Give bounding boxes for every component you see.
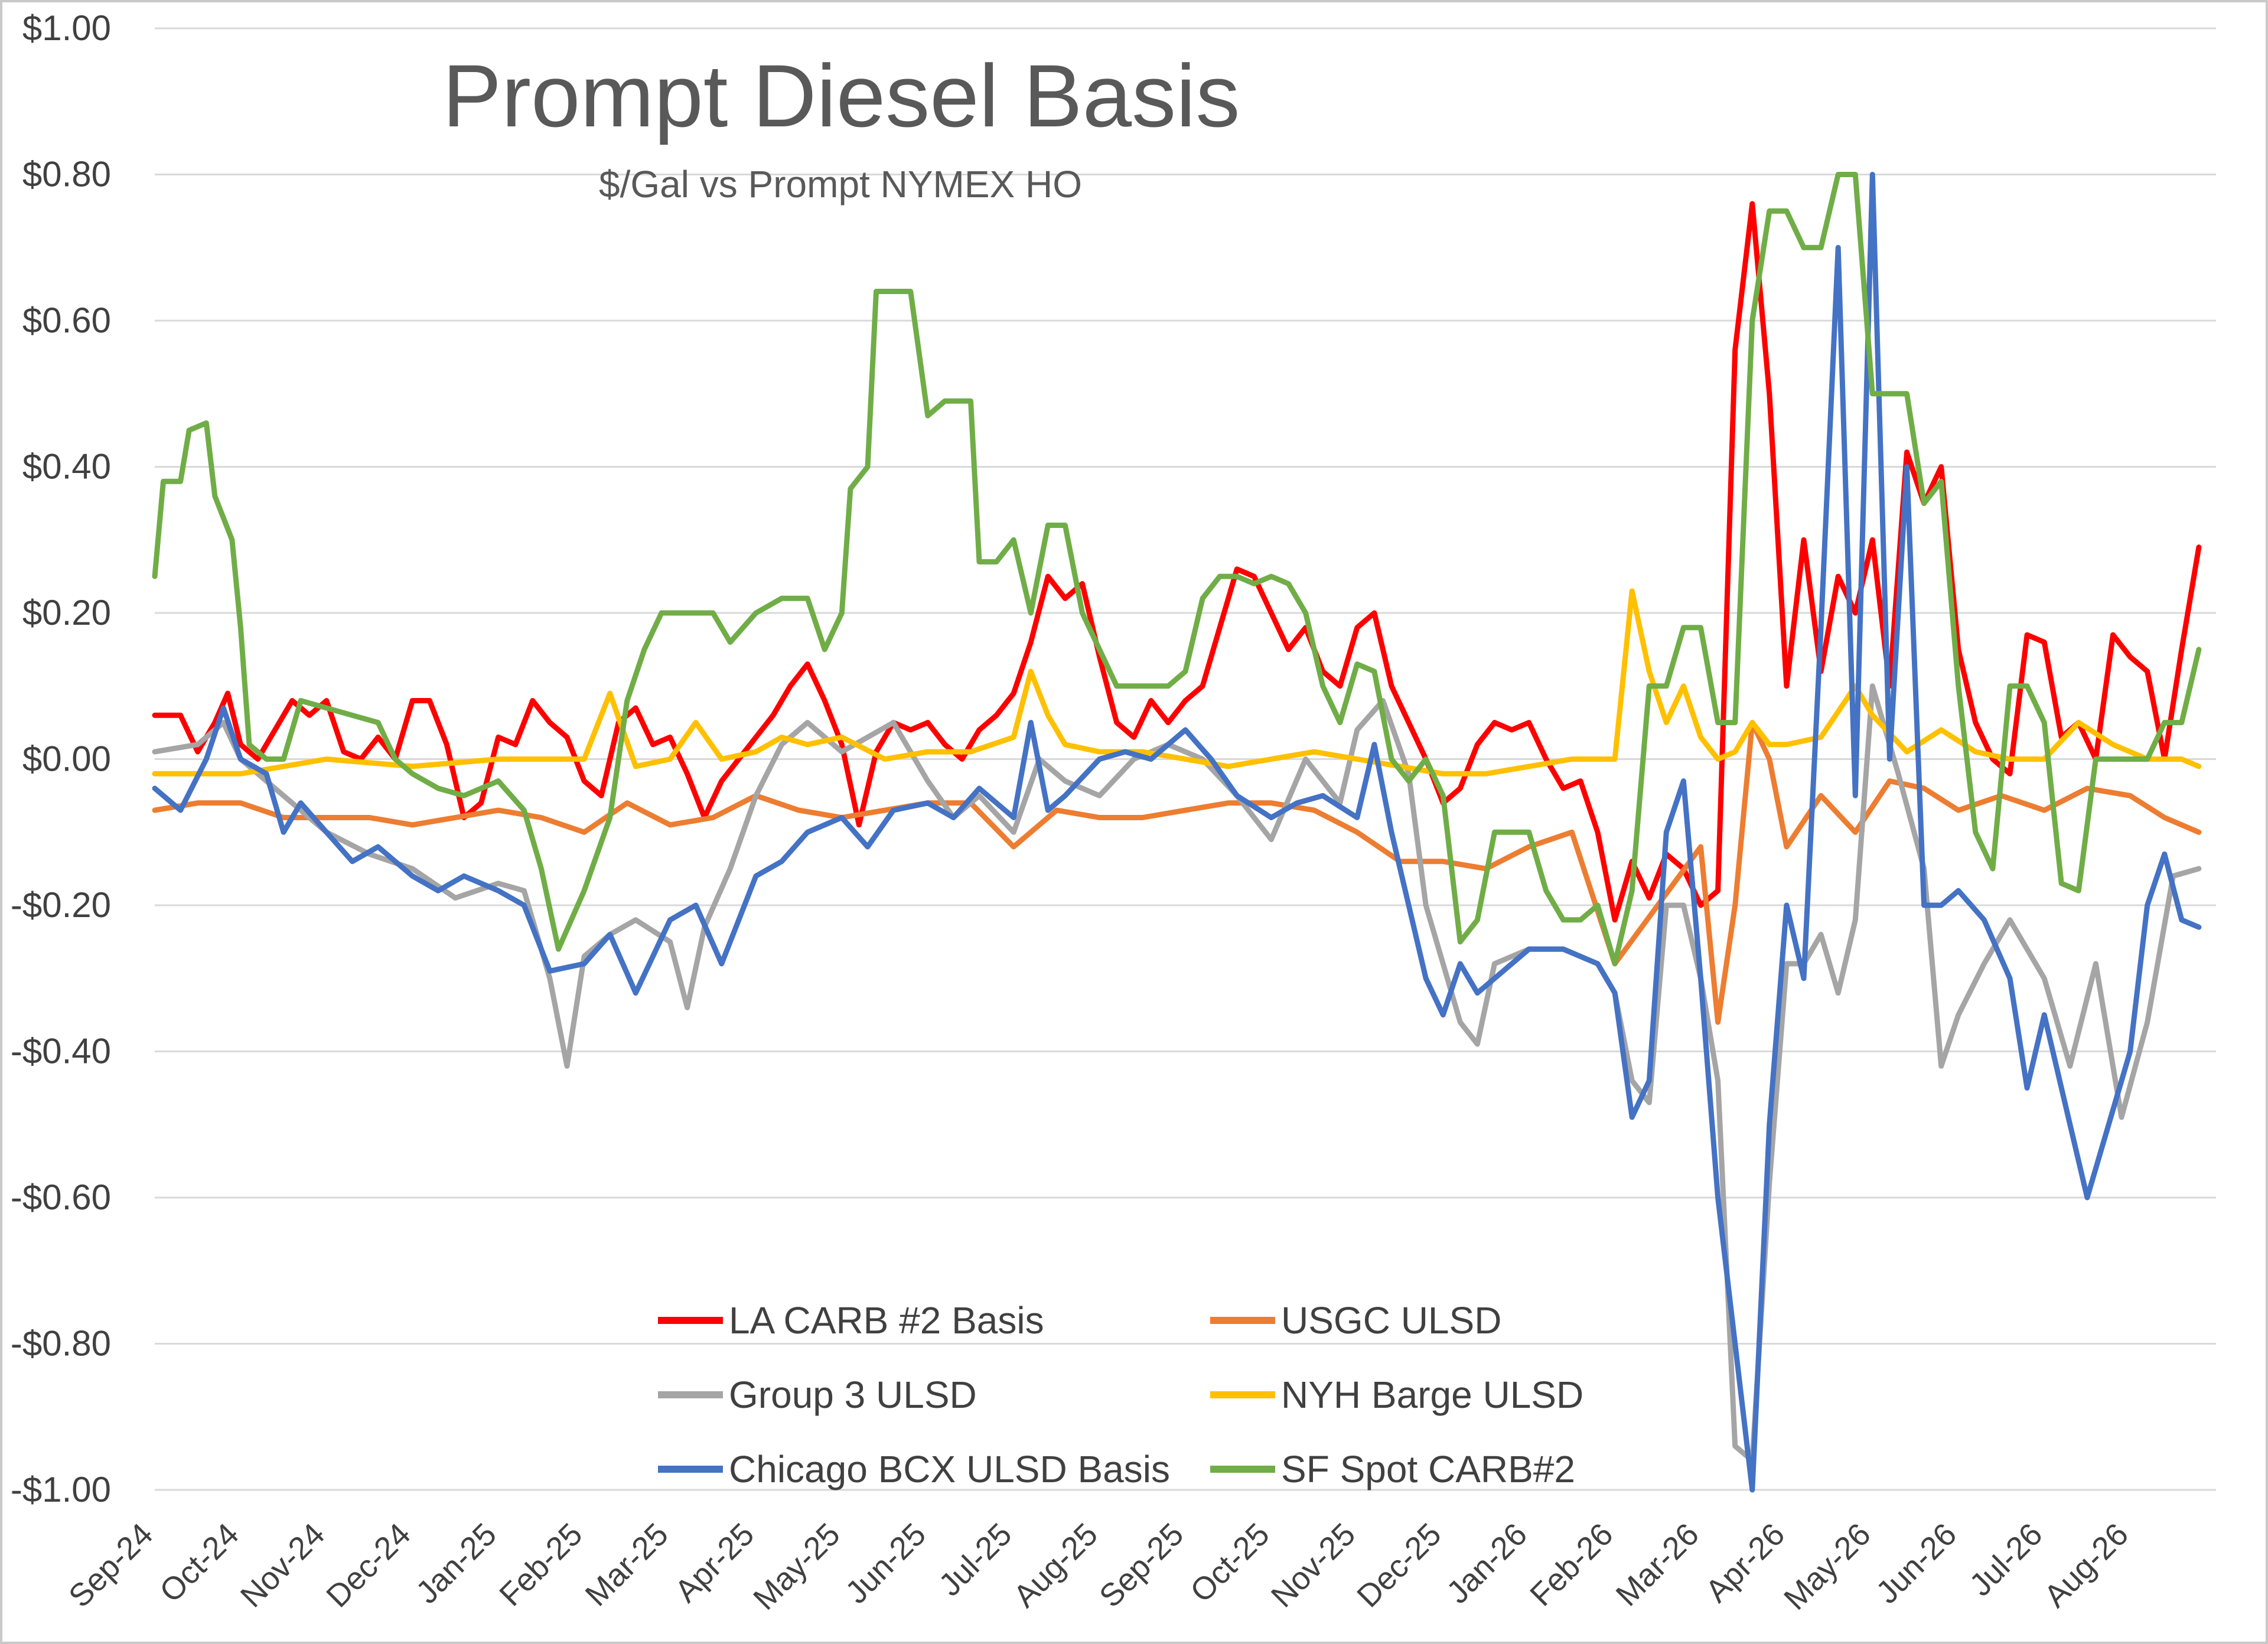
y-tick-label: $0.40: [22, 447, 111, 487]
y-tick-label: -$0.80: [11, 1324, 111, 1364]
x-tick-label: Aug-26: [2038, 1516, 2136, 1614]
series-line-2: [152, 683, 2202, 1463]
x-tick-label: May-25: [747, 1516, 847, 1617]
y-tick-label: $0.20: [22, 593, 111, 632]
y-tick-label: -$0.60: [11, 1177, 111, 1217]
x-tick-label: Mar-25: [579, 1516, 675, 1613]
legend-label: Group 3 ULSD: [729, 1374, 977, 1416]
x-tick-label: Oct-25: [1184, 1516, 1276, 1609]
x-tick-label: Nov-24: [234, 1516, 332, 1614]
legend-label: LA CARB #2 Basis: [729, 1299, 1044, 1342]
y-tick-label: $1.00: [22, 8, 111, 48]
legend-label: USGC ULSD: [1281, 1299, 1501, 1342]
x-tick-label: Jun-26: [1869, 1516, 1963, 1610]
x-tick-label: Sep-24: [62, 1516, 160, 1614]
y-tick-label: $0.00: [22, 739, 111, 779]
y-tick-label: $0.60: [22, 301, 111, 340]
series-line-5: [152, 172, 2202, 967]
x-tick-label: Feb-26: [1523, 1516, 1619, 1613]
legend: LA CARB #2 Basis USGC ULSD Group 3 ULSD NYH…: [658, 1299, 1583, 1490]
x-tick-label: Mar-26: [1609, 1516, 1706, 1613]
x-tick-label: Apr-26: [1699, 1516, 1791, 1609]
legend-label: Chicago BCX ULSD Basis: [729, 1448, 1170, 1490]
x-tick-label: Jan-25: [409, 1516, 503, 1610]
x-tick-label: Nov-25: [1265, 1516, 1363, 1614]
x-tick-label: Apr-25: [668, 1516, 761, 1609]
x-tick-label: Sep-25: [1093, 1516, 1191, 1614]
chart-subtitle: $/Gal vs Prompt NYMEX HO: [599, 163, 1082, 206]
y-tick-label: $0.80: [22, 155, 111, 194]
series-line-3: [152, 588, 2202, 777]
x-tick-label: Jul-25: [932, 1516, 1018, 1603]
y-tick-label: -$0.40: [11, 1032, 111, 1071]
x-tick-label: Dec-25: [1350, 1516, 1448, 1614]
series-lines: [152, 172, 2202, 1493]
y-axis-ticks: $1.00 $0.80 $0.60 $0.40 $0.20 $0.00 -$0.20 -$0.…: [11, 8, 111, 1509]
x-tick-label: Feb-25: [493, 1516, 589, 1613]
series-line-4: [152, 172, 2202, 1493]
x-tick-label: Dec-24: [320, 1516, 418, 1614]
legend-label: SF Spot CARB#2: [1281, 1448, 1575, 1490]
x-tick-label: Oct-24: [153, 1516, 246, 1609]
chart-title: Prompt Diesel Basis: [442, 46, 1240, 145]
series-line-1: [152, 720, 2202, 1025]
y-tick-label: -$1.00: [11, 1470, 111, 1509]
x-tick-label: May-26: [1777, 1516, 1878, 1617]
x-axis-ticks: Sep-24Oct-24Nov-24Dec-24Jan-25Feb-25Mar-…: [62, 1516, 2135, 1617]
legend-label: NYH Barge ULSD: [1281, 1374, 1583, 1416]
x-tick-label: Jul-26: [1963, 1516, 2049, 1603]
x-tick-label: Aug-25: [1007, 1516, 1105, 1614]
y-tick-label: -$0.20: [11, 885, 111, 925]
x-tick-label: Jun-25: [839, 1516, 933, 1610]
x-tick-label: Jan-26: [1440, 1516, 1534, 1610]
